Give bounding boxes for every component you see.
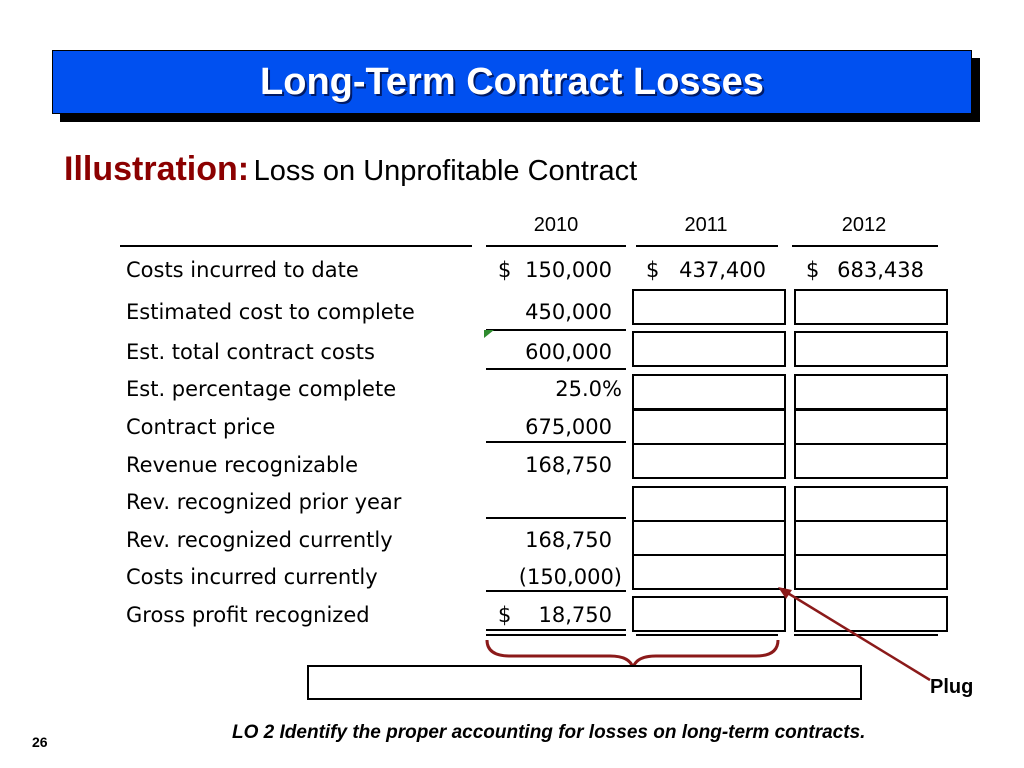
answer-box-2012[interactable] [794, 374, 948, 410]
column-rule-double [794, 634, 938, 636]
plug-arrow-head [778, 587, 792, 599]
currency-symbol: $ [806, 258, 820, 282]
answer-box-2011[interactable] [632, 520, 786, 556]
answer-box-2012[interactable] [794, 520, 948, 556]
cell-2010: 150,000 [525, 258, 612, 282]
answer-box-2012[interactable] [794, 443, 948, 479]
answer-box-2011[interactable] [632, 374, 786, 410]
row-label: Rev. recognized currently [126, 528, 393, 552]
cell-2010: 168,750 [525, 453, 612, 477]
title-banner: Long-Term Contract Losses [52, 50, 972, 114]
answer-box-2012[interactable] [794, 289, 948, 325]
row-label: Costs incurred to date [126, 258, 359, 282]
subtitle-rest: Loss on Unprofitable Contract [253, 155, 638, 187]
row-label: Gross profit recognized [126, 603, 370, 627]
answer-box-2012[interactable] [794, 331, 948, 367]
header-rule-2011 [636, 245, 778, 247]
brace-shape [485, 639, 780, 669]
currency-symbol: $ [498, 258, 512, 282]
row-label: Costs incurred currently [126, 565, 378, 589]
column-rule-double [636, 634, 778, 636]
header-rule-2010 [486, 245, 626, 247]
header-rule-2012 [792, 245, 938, 247]
answer-box-2011[interactable] [632, 331, 786, 367]
subtitle: Illustration: Loss on Unprofitable Contr… [64, 150, 637, 189]
row-label: Revenue recognizable [126, 453, 359, 477]
cell-2010: (150,000) [518, 565, 622, 589]
row-label: Est. percentage complete [126, 377, 397, 401]
slide-title: Long-Term Contract Losses [260, 60, 764, 103]
result-box[interactable] [307, 665, 862, 700]
cell-2010: 25.0% [555, 377, 622, 401]
answer-box-2011[interactable] [632, 554, 786, 590]
plug-arrow-line [785, 590, 931, 682]
cell-2011: 437,400 [679, 258, 766, 282]
answer-box-2011[interactable] [632, 289, 786, 325]
cell-2010: 675,000 [525, 415, 612, 439]
currency-symbol: $ [498, 603, 512, 627]
year-header-2011: 2011 [684, 214, 728, 236]
page-number: 26 [32, 734, 48, 750]
green-marker [484, 330, 494, 338]
row-label: Rev. recognized prior year [126, 490, 402, 514]
year-header-2012: 2012 [841, 214, 887, 236]
cell-2012: 683,438 [837, 258, 924, 282]
currency-symbol: $ [646, 258, 660, 282]
year-header-2010: 2010 [533, 214, 579, 236]
cell-2010: 600,000 [525, 340, 612, 364]
column-rule [486, 629, 626, 631]
column-rule [486, 517, 626, 519]
column-rule [486, 590, 626, 592]
answer-box-2011[interactable] [632, 596, 786, 632]
cell-2010: 168,750 [525, 528, 612, 552]
answer-box-2011[interactable] [632, 486, 786, 522]
answer-box-2011[interactable] [632, 443, 786, 479]
header-rule-label [120, 245, 472, 247]
row-label: Contract price [126, 415, 276, 439]
learning-objective: LO 2 Identify the proper accounting for … [232, 722, 866, 743]
column-rule [486, 368, 626, 370]
column-rule [486, 329, 626, 331]
row-label: Estimated cost to complete [126, 300, 415, 324]
column-rule-double [486, 634, 626, 636]
answer-box-2012[interactable] [794, 554, 948, 590]
plug-label: Plug [930, 676, 974, 698]
cell-2010: 450,000 [525, 300, 612, 324]
subtitle-lead: Illustration: [64, 150, 250, 188]
row-label: Est. total contract costs [126, 340, 375, 364]
cell-2010: 18,750 [538, 603, 612, 627]
column-rule [486, 441, 626, 443]
